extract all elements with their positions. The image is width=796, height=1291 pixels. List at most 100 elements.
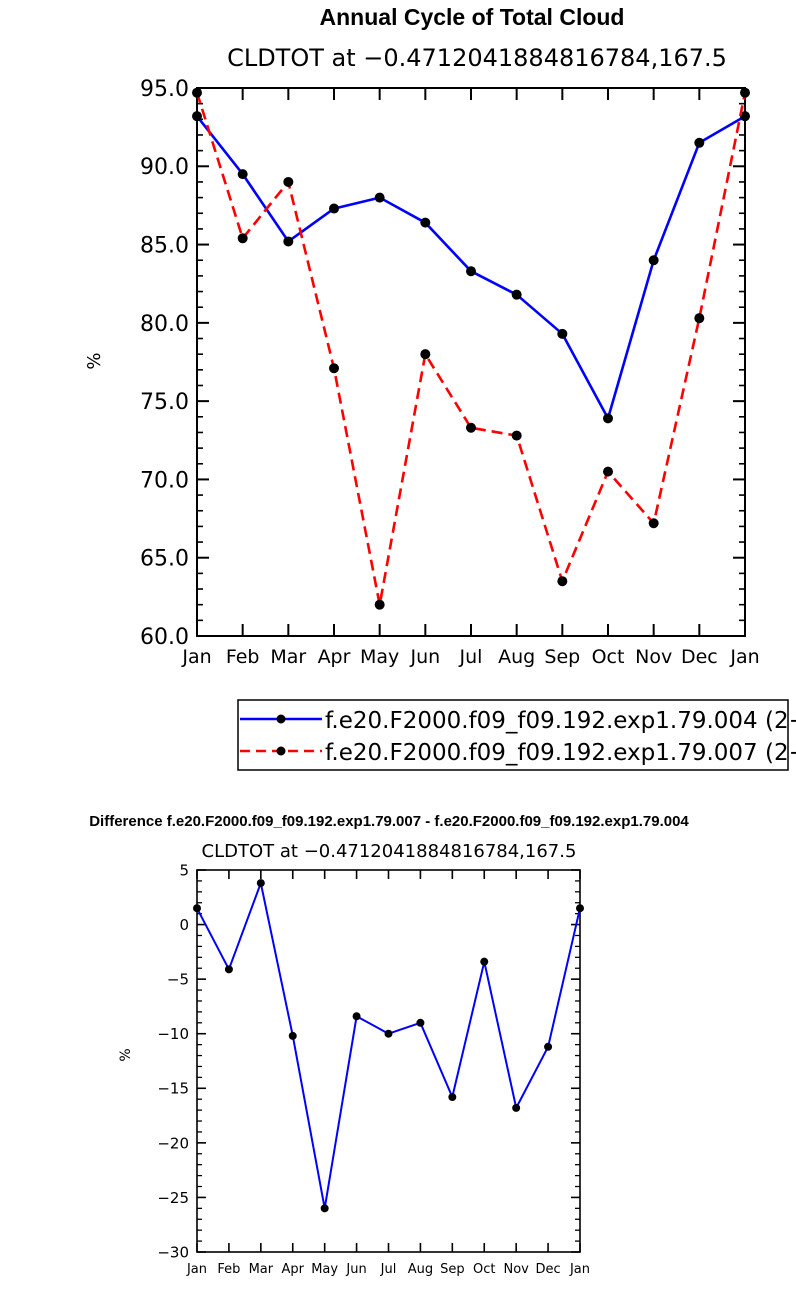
top-chart-series-1-point — [648, 255, 659, 266]
bottom-chart-ytick-label: −30 — [157, 1243, 189, 1261]
top-chart-series-2-point — [237, 233, 248, 244]
bottom-chart-subtitle: CLDTOT at −0.4712041884816784,167.5 — [202, 841, 577, 862]
top-chart-xtick-label: Jan — [181, 646, 211, 668]
top-chart-xtick-label: May — [360, 646, 399, 668]
bottom-chart-series-1-point — [576, 904, 584, 913]
bottom-chart-xtick-label: Jan — [186, 1262, 207, 1277]
bottom-chart-xtick-label: Mar — [249, 1262, 274, 1277]
top-chart-xtick-label: Sep — [544, 646, 580, 668]
bottom-chart-series-1-point — [384, 1029, 393, 1038]
top-chart-series-2-line — [195, 92, 747, 607]
top-chart-series-1-point — [374, 192, 385, 203]
bottom-chart-xtick-label: Jul — [380, 1262, 397, 1277]
bottom-chart-ytick-label: −25 — [157, 1189, 189, 1207]
legend-label-series-2: f.e20.F2000.f09_f09.192.exp1.79.007 (2−6… — [325, 740, 796, 766]
top-chart-plot-frame — [196, 87, 746, 637]
top-chart-xtick-label: Aug — [498, 646, 535, 668]
top-chart-ytick-label: 60.0 — [140, 625, 189, 650]
top-chart-series-1-point — [283, 236, 294, 247]
bottom-chart-series-1-point — [352, 1012, 361, 1021]
top-chart: 60.0 65.0 70.0 75.0 80.0 85.0 90.0 95.0 Jan Feb Ma… — [140, 77, 760, 668]
bottom-chart-ylabel: % — [118, 1048, 134, 1061]
top-chart-ytick-label: 95.0 — [140, 77, 189, 102]
bottom-chart-title: Difference f.e20.F2000.f09_f09.192.exp1.… — [89, 813, 689, 830]
bottom-chart-series-1-point — [288, 1031, 297, 1040]
top-chart-ytick-label: 80.0 — [140, 312, 189, 337]
top-chart-ytick-label: 70.0 — [140, 468, 189, 493]
bottom-chart-series-1-point — [448, 1093, 457, 1102]
bottom-chart-series-1-point — [224, 965, 233, 974]
bottom-chart-xtick-label: Jun — [345, 1262, 366, 1277]
top-chart-series-1-point — [740, 111, 750, 122]
top-chart-series-1-point — [603, 413, 613, 424]
top-chart-series-2-point — [603, 466, 613, 477]
top-chart-series-2-point — [694, 313, 705, 324]
top-chart-series-2-point — [420, 349, 431, 360]
top-chart-series-2-point — [557, 576, 568, 587]
legend-marker-series-2 — [276, 746, 286, 756]
top-chart-title: Annual Cycle of Total Cloud — [320, 4, 625, 30]
top-chart-series-1-point — [420, 217, 431, 228]
bottom-chart: −30 −25 −20 −15 −10 −5 0 5 Jan Feb Mar Apr May Jun Jul… — [157, 861, 590, 1277]
top-chart-series-1-point — [511, 289, 522, 300]
bottom-chart-xtick-label: Feb — [217, 1262, 240, 1277]
legend: f.e20.F2000.f09_f09.192.exp1.79.004 (2−6… — [237, 699, 796, 771]
top-chart-xtick-label: Jun — [409, 646, 440, 668]
bottom-chart-plot-frame — [196, 869, 581, 1253]
top-chart-series-1-point — [329, 203, 339, 214]
top-chart-series-2-point — [329, 363, 339, 374]
bottom-chart-xtick-label: May — [311, 1262, 338, 1277]
bottom-chart-series-1-point — [256, 879, 265, 888]
bottom-chart-ytick-label: −20 — [157, 1134, 189, 1152]
top-chart-xtick-label: Mar — [270, 646, 306, 668]
top-chart-ylabel: % — [84, 352, 105, 369]
bottom-chart-ytick-label: −10 — [157, 1025, 189, 1043]
bottom-chart-ytick-label: 5 — [179, 861, 189, 879]
top-chart-xtick-label: Nov — [635, 646, 672, 668]
top-chart-ytick-label: 85.0 — [140, 233, 189, 258]
top-chart-xtick-label: Oct — [592, 646, 625, 668]
bottom-chart-series-1-point — [512, 1103, 521, 1112]
top-chart-subtitle: CLDTOT at −0.4712041884816784,167.5 — [227, 44, 727, 72]
top-chart-xtick-label: Feb — [226, 646, 260, 668]
top-chart-ytick-label: 75.0 — [140, 390, 189, 415]
top-chart-series-1-point — [237, 169, 248, 180]
bottom-chart-xtick-label: Nov — [503, 1262, 529, 1277]
top-chart-xtick-label: Dec — [681, 646, 718, 668]
bottom-chart-series-1-point — [544, 1042, 553, 1051]
bottom-chart-ytick-label: −15 — [157, 1080, 189, 1098]
legend-box — [237, 699, 789, 771]
top-chart-series-2-point — [192, 87, 202, 98]
top-chart-series-2-point — [283, 176, 294, 187]
bottom-chart-xtick-label: Apr — [282, 1262, 305, 1277]
top-chart-series-1-point — [557, 328, 568, 339]
top-chart-series-2-point — [466, 422, 476, 433]
bottom-chart-series-1-point — [416, 1018, 425, 1027]
top-chart-series-1-point — [466, 266, 476, 277]
bottom-chart-xtick-label: Aug — [408, 1262, 433, 1277]
bottom-chart-series-1-line — [196, 882, 581, 1210]
top-chart-series-2-point — [740, 87, 750, 98]
top-chart-series-2-point — [648, 518, 659, 529]
legend-label-series-1: f.e20.F2000.f09_f09.192.exp1.79.004 (2−6… — [325, 708, 796, 734]
bottom-chart-series-1-point — [480, 957, 489, 966]
bottom-chart-series-1-point — [193, 904, 201, 913]
top-chart-series-2-point — [374, 599, 385, 610]
top-chart-xtick-label: Apr — [318, 646, 351, 668]
bottom-chart-ytick-label: −5 — [167, 971, 189, 989]
bottom-chart-series-1-point — [320, 1204, 329, 1213]
bottom-chart-xtick-label: Oct — [473, 1262, 495, 1277]
top-chart-xtick-label: Jul — [459, 646, 483, 668]
bottom-chart-xtick-label: Dec — [536, 1262, 561, 1277]
bottom-chart-ytick-label: 0 — [179, 916, 189, 934]
top-chart-ytick-label: 90.0 — [140, 155, 189, 180]
top-chart-series-1-point — [694, 137, 705, 148]
legend-marker-series-1 — [276, 714, 286, 724]
top-chart-series-2-point — [511, 430, 522, 441]
bottom-chart-xtick-label: Jan — [569, 1262, 590, 1277]
top-chart-ytick-label: 65.0 — [140, 547, 189, 572]
bottom-chart-xtick-label: Sep — [440, 1262, 465, 1277]
top-chart-xtick-label: Jan — [729, 646, 759, 668]
top-chart-series-1-point — [192, 111, 202, 122]
